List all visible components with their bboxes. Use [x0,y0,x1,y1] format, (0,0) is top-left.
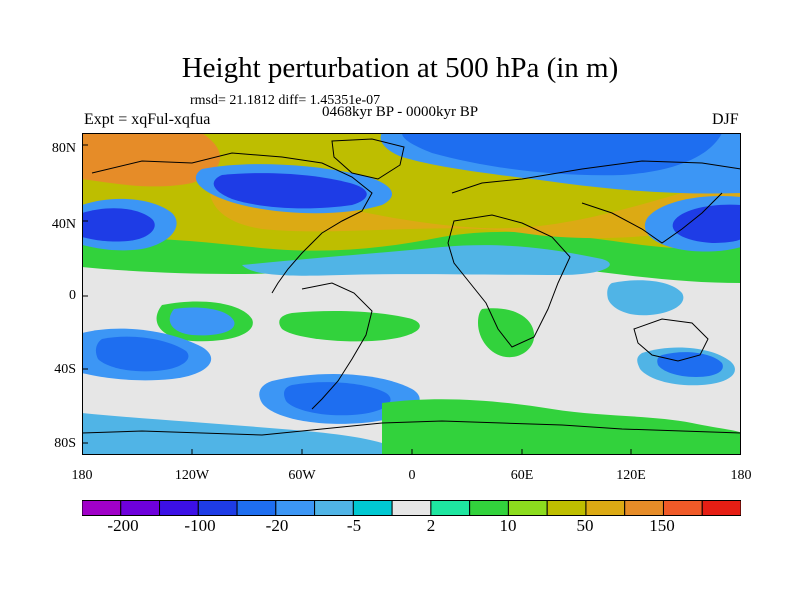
south-indian-green [478,308,535,358]
colorbar-swatch [197,500,238,516]
lon-tick-120e: 120E [616,468,646,483]
colorbar-swatch [624,500,664,516]
colorbar [82,500,741,516]
lat-tick-40s: 40S [54,362,76,377]
south-pacific-blue-blob [169,307,235,336]
time-period-label: 0468kyr BP - 0000kyr BP [322,104,479,120]
lat-tick-40n: 40N [51,217,76,232]
colorbar-swatch [159,500,199,516]
colorbar-swatch [701,500,741,516]
rmsd-diff-stats: rmsd= 21.1812 diff= 1.45351e-07 [190,93,381,108]
colorbar-swatch [82,500,122,516]
lat-tick-80n: 80N [51,141,76,156]
lat-tick-80s: 80S [54,436,76,451]
pacific-negative-east-core [672,204,741,243]
colorbar-label-neg5: -5 [346,516,362,535]
colorbar-swatch [120,500,161,516]
colorbar-swatch [236,500,277,516]
lat-tick-equator: 0 [69,288,76,303]
map-ticks [82,144,632,455]
pacific-negative-west-core [82,208,155,242]
colorbar-swatch [469,500,509,516]
colorbar-label-50: 50 [576,516,594,535]
colorbar-label-10: 10 [499,516,517,535]
southern-green-ring [382,399,741,455]
season-label: DJF [712,111,739,128]
south-atlantic-green [279,311,420,342]
north-america-negative-core [213,173,367,209]
colorbar-swatch [546,500,587,516]
southern-west-blue-core [95,336,189,372]
colorbar-swatch [352,500,393,516]
colorbar-label-neg200: -200 [107,516,139,535]
australia-coast [633,318,709,362]
arctic-negative-east-core [402,133,722,176]
south-america-coast [301,282,373,410]
colorbar-label-neg20: -20 [265,516,289,535]
africa-coast [447,214,571,348]
lon-tick-0: 0 [408,468,416,483]
coastlines [82,138,741,436]
colorbar-swatch [430,500,471,516]
antarctica-coast [82,420,741,436]
greenland-coast [331,138,405,180]
colorbar-swatch [275,500,316,516]
southern-mid-blue-core [284,382,391,416]
lon-tick-60e: 60E [510,468,534,483]
lon-tick-60w: 60W [288,468,316,483]
eurasia-coast [451,160,741,244]
lon-tick-180e: 180 [730,468,752,483]
height-perturbation-map [82,133,741,455]
colorbar-swatch [391,500,432,516]
lon-tick-180w: 180 [71,468,93,483]
indonesia-blue [607,280,684,316]
plot-title: Height perturbation at 500 hPa (in m) [181,52,619,84]
colorbar-label-150: 150 [649,516,675,535]
southern-east-blue-core [657,352,723,377]
midlatitude-cyan-band [242,245,610,276]
north-america-coast [91,152,373,294]
nh-orange-core [209,173,741,239]
colorbar-swatch [314,500,354,516]
nh-orange-west [82,133,221,187]
colorbar-label-neg100: -100 [184,516,216,535]
colorbar-swatch [585,500,626,516]
experiment-label: Expt = xqFul-xqfua [84,111,211,128]
colorbar-swatch [507,500,548,516]
colorbar-label-2: 2 [426,516,436,535]
colorbar-swatch [662,500,703,516]
lon-tick-120w: 120W [174,468,210,483]
